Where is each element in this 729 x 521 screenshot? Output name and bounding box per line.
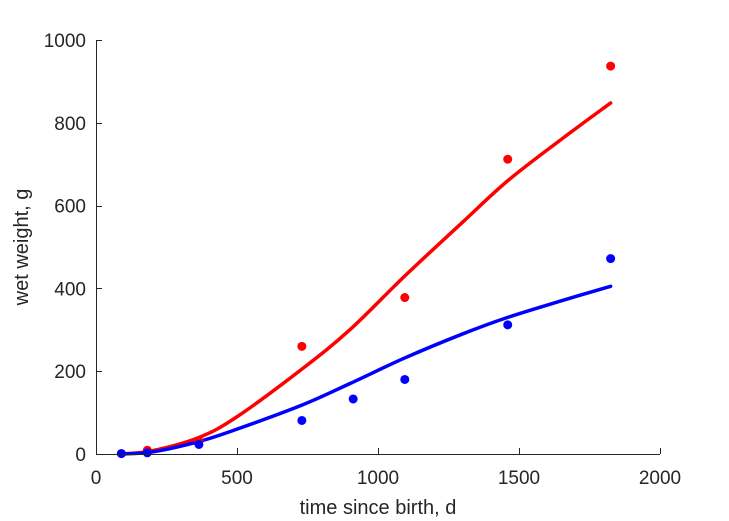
y-tick-label: 400 bbox=[54, 279, 86, 300]
data-points bbox=[116, 61, 616, 459]
series-red-fit-line bbox=[119, 101, 613, 456]
x-tick-label: 0 bbox=[91, 468, 102, 489]
y-tick-label: 0 bbox=[75, 445, 86, 466]
series-blue-point bbox=[116, 449, 126, 459]
y-tick-label: 800 bbox=[54, 114, 86, 135]
series-blue-point bbox=[606, 254, 616, 264]
x-tick-label: 1500 bbox=[498, 468, 540, 489]
series-red-point bbox=[400, 293, 410, 303]
series-blue-point bbox=[503, 320, 513, 330]
series-blue-fit-line bbox=[119, 284, 613, 456]
ticks: 0 500 1000 1500 2000 0 200 400 600 800 1000 bbox=[44, 31, 681, 489]
series-blue-point bbox=[142, 448, 152, 458]
x-tick-label: 500 bbox=[221, 468, 253, 489]
x-tick-label: 2000 bbox=[639, 468, 681, 489]
series-red-point bbox=[297, 341, 307, 351]
fit-lines bbox=[119, 101, 613, 456]
series-blue-point bbox=[297, 415, 307, 425]
y-tick-label: 600 bbox=[54, 197, 86, 218]
y-tick-label: 200 bbox=[54, 362, 86, 383]
series-blue-point bbox=[400, 374, 410, 384]
x-axis-title: time since birth, d bbox=[300, 497, 457, 519]
y-tick-label: 1000 bbox=[44, 31, 86, 52]
series-red-point bbox=[503, 154, 513, 164]
y-axis-title: wet weight, g bbox=[11, 189, 33, 307]
axes bbox=[96, 40, 660, 455]
series-blue-point bbox=[348, 394, 358, 404]
x-tick-label: 1000 bbox=[357, 468, 399, 489]
series-blue-point bbox=[194, 439, 204, 449]
series-red-point bbox=[606, 61, 616, 71]
